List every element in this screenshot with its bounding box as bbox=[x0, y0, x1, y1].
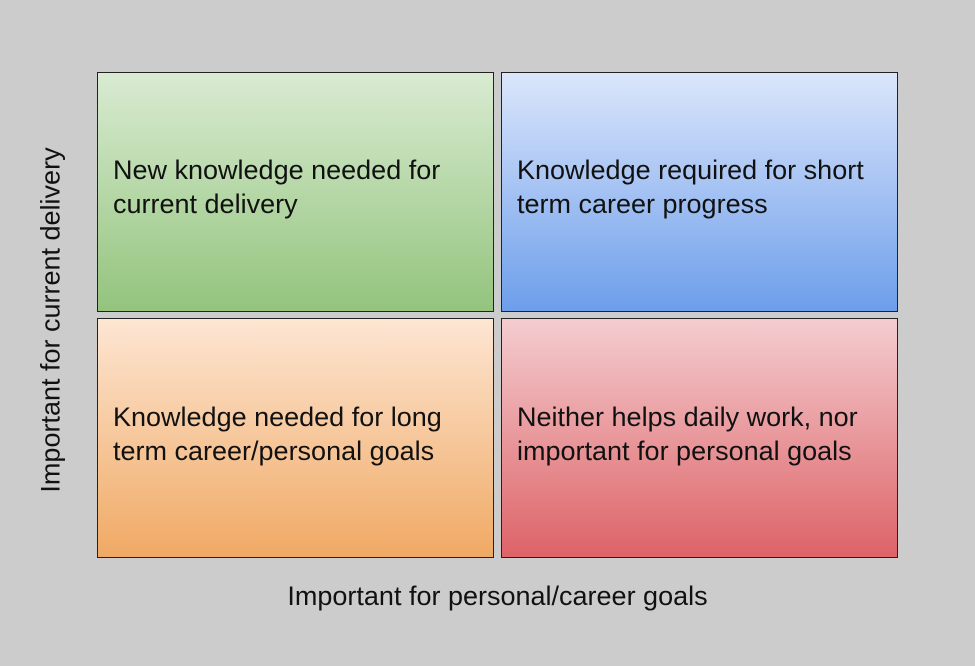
quadrant-top-left: New knowledge needed for current deliver… bbox=[97, 72, 494, 312]
quadrant-bottom-right-text: Neither helps daily work, nor important … bbox=[517, 402, 858, 466]
quadrant-top-left-text: New knowledge needed for current deliver… bbox=[113, 155, 441, 219]
quadrant-top-right: Knowledge required for short term career… bbox=[501, 72, 898, 312]
x-axis-label: Important for personal/career goals bbox=[287, 581, 708, 611]
y-axis-label: Important for current delivery bbox=[35, 147, 66, 493]
quadrant-bottom-right: Neither helps daily work, nor important … bbox=[501, 318, 898, 558]
quadrant-top-right-text: Knowledge required for short term career… bbox=[517, 155, 864, 219]
quadrant-bottom-left-text: Knowledge needed for long term career/pe… bbox=[113, 402, 442, 466]
quadrant-bottom-left: Knowledge needed for long term career/pe… bbox=[97, 318, 494, 558]
